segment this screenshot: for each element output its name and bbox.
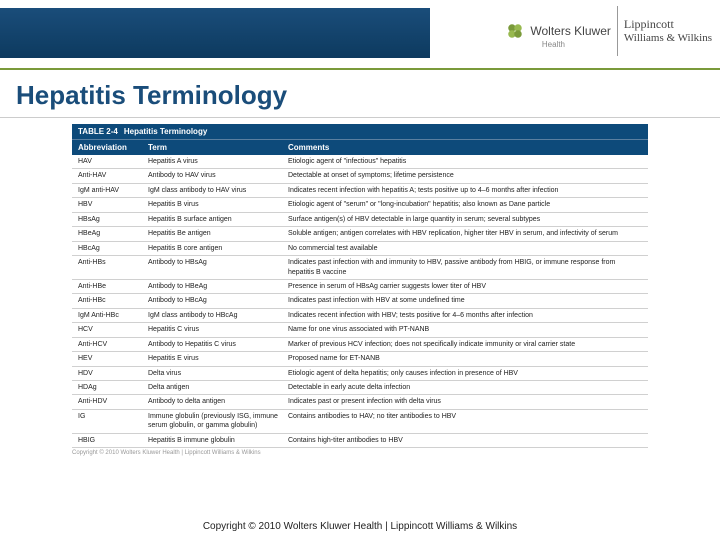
table-row: HBsAgHepatitis B surface antigenSurface …: [72, 213, 648, 227]
cell-abbreviation: IgM anti-HAV: [78, 186, 148, 195]
cell-term: IgM class antibody to HBcAg: [148, 311, 288, 320]
table-row: IGImmune globulin (previously ISG, immun…: [72, 410, 648, 434]
cell-comments: Etiologic agent of "serum" or "long-incu…: [288, 200, 642, 209]
table-row: HDVDelta virusEtiologic agent of delta h…: [72, 367, 648, 381]
cell-abbreviation: Anti-HCV: [78, 340, 148, 349]
cell-term: Hepatitis C virus: [148, 325, 288, 334]
cell-comments: Etiologic agent of delta hepatitis; only…: [288, 369, 642, 378]
col-header-comments: Comments: [288, 143, 642, 152]
brand1-text: Wolters Kluwer: [530, 24, 610, 38]
cell-abbreviation: HBV: [78, 200, 148, 209]
cell-abbreviation: HDAg: [78, 383, 148, 392]
cell-term: Antibody to Hepatitis C virus: [148, 340, 288, 349]
cell-comments: Indicates past infection with and immuni…: [288, 258, 642, 277]
wolters-kluwer-logo: Wolters Kluwer: [506, 22, 610, 40]
brand1-sub: Health: [542, 40, 565, 49]
cell-comments: Detectable at onset of symptoms; lifetim…: [288, 171, 642, 180]
cell-term: IgM class antibody to HAV virus: [148, 186, 288, 195]
table-row: Anti-HAVAntibody to HAV virusDetectable …: [72, 169, 648, 183]
table-header-row: Abbreviation Term Comments: [72, 139, 648, 155]
cell-comments: Presence in serum of HBsAg carrier sugge…: [288, 282, 642, 291]
cell-abbreviation: Anti-HBc: [78, 296, 148, 305]
cell-term: Delta virus: [148, 369, 288, 378]
cell-term: Antibody to HAV virus: [148, 171, 288, 180]
cell-term: Antibody to HBcAg: [148, 296, 288, 305]
cell-comments: Indicates past infection with HBV at som…: [288, 296, 642, 305]
cell-abbreviation: HBIG: [78, 436, 148, 445]
cell-abbreviation: Anti-HBs: [78, 258, 148, 277]
cell-comments: Surface antigen(s) of HBV detectable in …: [288, 215, 642, 224]
col-header-abbreviation: Abbreviation: [78, 143, 148, 152]
header-band: Wolters Kluwer Lippincott Williams & Wil…: [0, 0, 720, 70]
footer-copyright: Copyright © 2010 Wolters Kluwer Health |…: [0, 521, 720, 532]
cell-term: Hepatitis B virus: [148, 200, 288, 209]
cell-abbreviation: HBeAg: [78, 229, 148, 238]
cell-term: Hepatitis B immune globulin: [148, 436, 288, 445]
cell-comments: Detectable in early acute delta infectio…: [288, 383, 642, 392]
cell-term: Antibody to delta antigen: [148, 397, 288, 406]
cell-abbreviation: HDV: [78, 369, 148, 378]
logo-area: Wolters Kluwer Lippincott Williams & Wil…: [506, 6, 712, 56]
cell-abbreviation: Anti-HAV: [78, 171, 148, 180]
table-caption-label: TABLE 2-4: [78, 127, 118, 136]
cell-comments: Indicates recent infection with hepatiti…: [288, 186, 642, 195]
table-row: HBVHepatitis B virusEtiologic agent of "…: [72, 198, 648, 212]
cell-comments: Indicates past or present infection with…: [288, 397, 642, 406]
cell-abbreviation: HAV: [78, 157, 148, 166]
table-row: Anti-HDVAntibody to delta antigenIndicat…: [72, 395, 648, 409]
page-title: Hepatitis Terminology: [0, 70, 720, 118]
table-row: HAVHepatitis A virusEtiologic agent of "…: [72, 155, 648, 169]
table-row: HBcAgHepatitis B core antigenNo commerci…: [72, 242, 648, 256]
cell-abbreviation: Anti-HDV: [78, 397, 148, 406]
table-row: HEVHepatitis E virusProposed name for ET…: [72, 352, 648, 366]
cell-comments: Indicates recent infection with HBV; tes…: [288, 311, 642, 320]
cell-abbreviation: IgM Anti-HBc: [78, 311, 148, 320]
col-header-term: Term: [148, 143, 288, 152]
table-caption-text: Hepatitis Terminology: [124, 127, 207, 136]
cell-abbreviation: HBcAg: [78, 244, 148, 253]
cell-term: Antibody to HBsAg: [148, 258, 288, 277]
table-row: Anti-HBsAntibody to HBsAgIndicates past …: [72, 256, 648, 280]
cell-comments: Proposed name for ET-NANB: [288, 354, 642, 363]
table-row: Anti-HBcAntibody to HBcAgIndicates past …: [72, 294, 648, 308]
table-row: HBIGHepatitis B immune globulinContains …: [72, 434, 648, 448]
cell-abbreviation: HBsAg: [78, 215, 148, 224]
table-row: Anti-HCVAntibody to Hepatitis C virusMar…: [72, 338, 648, 352]
cell-comments: Etiologic agent of "infectious" hepatiti…: [288, 157, 642, 166]
cell-comments: Contains antibodies to HAV; no titer ant…: [288, 412, 642, 431]
cell-comments: Name for one virus associated with PT-NA…: [288, 325, 642, 334]
cell-term: Hepatitis A virus: [148, 157, 288, 166]
brand2-top: Lippincott: [624, 18, 712, 31]
cell-term: Hepatitis B core antigen: [148, 244, 288, 253]
cell-abbreviation: Anti-HBe: [78, 282, 148, 291]
cell-abbreviation: HEV: [78, 354, 148, 363]
table-row: HBeAgHepatitis Be antigenSoluble antigen…: [72, 227, 648, 241]
inset-copyright: Copyright © 2010 Wolters Kluwer Health |…: [0, 448, 720, 458]
table-row: HCVHepatitis C virusName for one virus a…: [72, 323, 648, 337]
cell-comments: Soluble antigen; antigen correlates with…: [288, 229, 642, 238]
cell-abbreviation: IG: [78, 412, 148, 431]
table-row: IgM Anti-HBcIgM class antibody to HBcAgI…: [72, 309, 648, 323]
cell-comments: No commercial test available: [288, 244, 642, 253]
brand2-bot: Williams & Wilkins: [624, 32, 712, 44]
cell-term: Immune globulin (previously ISG, immune …: [148, 412, 288, 431]
table-caption: TABLE 2-4 Hepatitis Terminology: [72, 124, 648, 139]
header-blue-bar: [0, 8, 430, 58]
lippincott-logo: Lippincott Williams & Wilkins: [624, 18, 712, 43]
cell-term: Antibody to HBeAg: [148, 282, 288, 291]
table-row: HDAgDelta antigenDetectable in early acu…: [72, 381, 648, 395]
table-row: Anti-HBeAntibody to HBeAgPresence in ser…: [72, 280, 648, 294]
clover-icon: [506, 22, 524, 40]
cell-term: Delta antigen: [148, 383, 288, 392]
cell-term: Hepatitis Be antigen: [148, 229, 288, 238]
cell-abbreviation: HCV: [78, 325, 148, 334]
cell-term: Hepatitis E virus: [148, 354, 288, 363]
table-container: TABLE 2-4 Hepatitis Terminology Abbrevia…: [0, 118, 720, 448]
table-body: HAVHepatitis A virusEtiologic agent of "…: [72, 155, 648, 448]
cell-comments: Contains high-titer antibodies to HBV: [288, 436, 642, 445]
cell-term: Hepatitis B surface antigen: [148, 215, 288, 224]
brand-divider: [617, 6, 618, 56]
cell-comments: Marker of previous HCV infection; does n…: [288, 340, 642, 349]
table-row: IgM anti-HAVIgM class antibody to HAV vi…: [72, 184, 648, 198]
